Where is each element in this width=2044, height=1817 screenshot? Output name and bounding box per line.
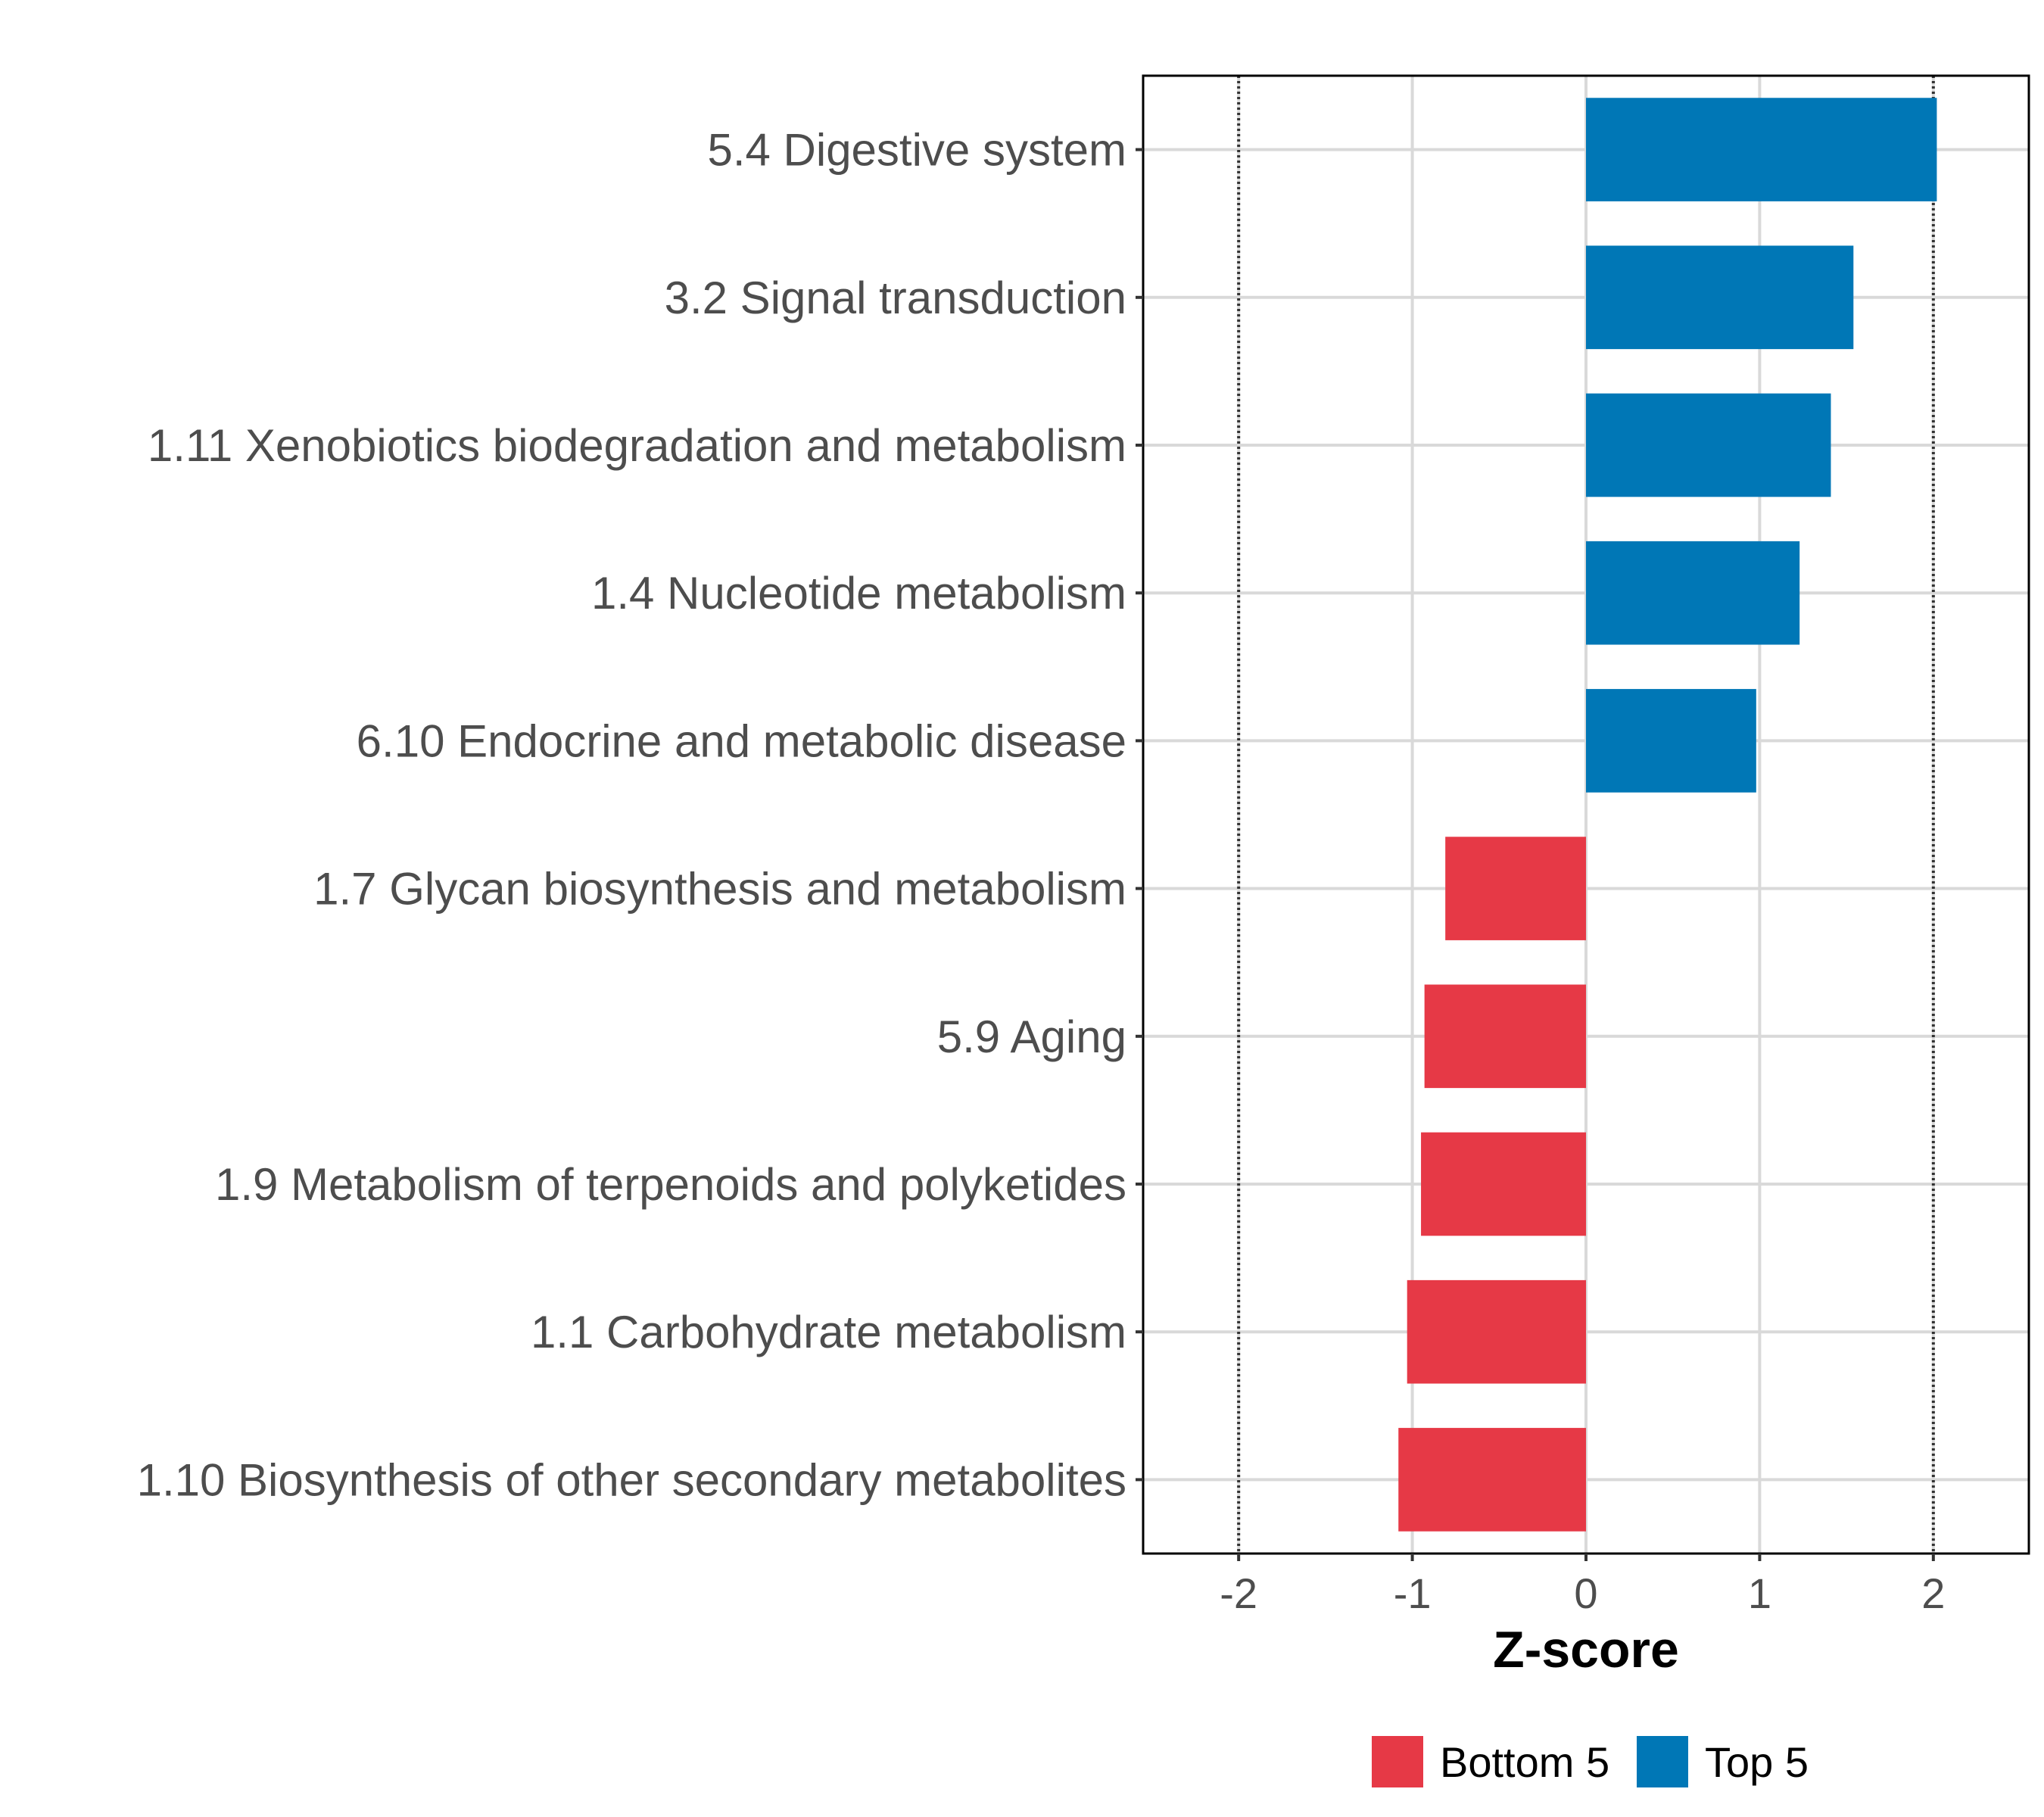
y-tick-label: 1.10 Biosynthesis of other secondary met… [137, 1454, 1126, 1505]
y-tick-label: 5.4 Digestive system [707, 125, 1126, 176]
y-tick-label: 3.2 Signal transduction [665, 273, 1126, 323]
y-axis-ticks: 5.4 Digestive system 3.2 Signal transduct… [137, 125, 1143, 1505]
x-tick-label: -2 [1220, 1569, 1257, 1617]
x-tick-label: 1 [1748, 1569, 1771, 1617]
x-axis-ticks: -2 -1 0 1 2 [1220, 1554, 1945, 1617]
bar [1421, 1132, 1586, 1236]
y-tick-label: 1.9 Metabolism of terpenoids and polyket… [215, 1159, 1126, 1210]
bar [1586, 393, 1831, 497]
legend: Bottom 5 Top 5 [1372, 1736, 1809, 1787]
bar [1424, 984, 1586, 1089]
x-tick-label: -1 [1394, 1569, 1432, 1617]
bar [1407, 1279, 1586, 1384]
bar [1586, 98, 1937, 201]
bar [1398, 1428, 1586, 1532]
y-tick-label: 6.10 Endocrine and metabolic disease [357, 715, 1126, 766]
reference-lines [1237, 76, 1935, 1554]
legend-label: Bottom 5 [1440, 1738, 1609, 1786]
bar [1586, 541, 1800, 645]
x-tick-label: 0 [1574, 1569, 1597, 1617]
y-tick-label: 1.7 Glycan biosynthesis and metabolism [313, 864, 1126, 915]
y-tick-label: 1.1 Carbohydrate metabolism [531, 1307, 1126, 1357]
legend-label: Top 5 [1705, 1738, 1809, 1786]
bars [1398, 98, 1937, 1532]
x-tick-label: 2 [1921, 1569, 1945, 1617]
legend-key [1372, 1736, 1423, 1787]
y-tick-label: 5.9 Aging [937, 1011, 1126, 1062]
bar [1586, 245, 1854, 350]
bar [1586, 689, 1756, 793]
y-tick-label: 1.11 Xenobiotics biodegradation and meta… [148, 420, 1126, 471]
y-tick-label: 1.4 Nucleotide metabolism [591, 568, 1126, 619]
legend-key [1637, 1736, 1688, 1787]
bar [1445, 837, 1586, 940]
x-axis-title: Z-score [1493, 1621, 1679, 1678]
